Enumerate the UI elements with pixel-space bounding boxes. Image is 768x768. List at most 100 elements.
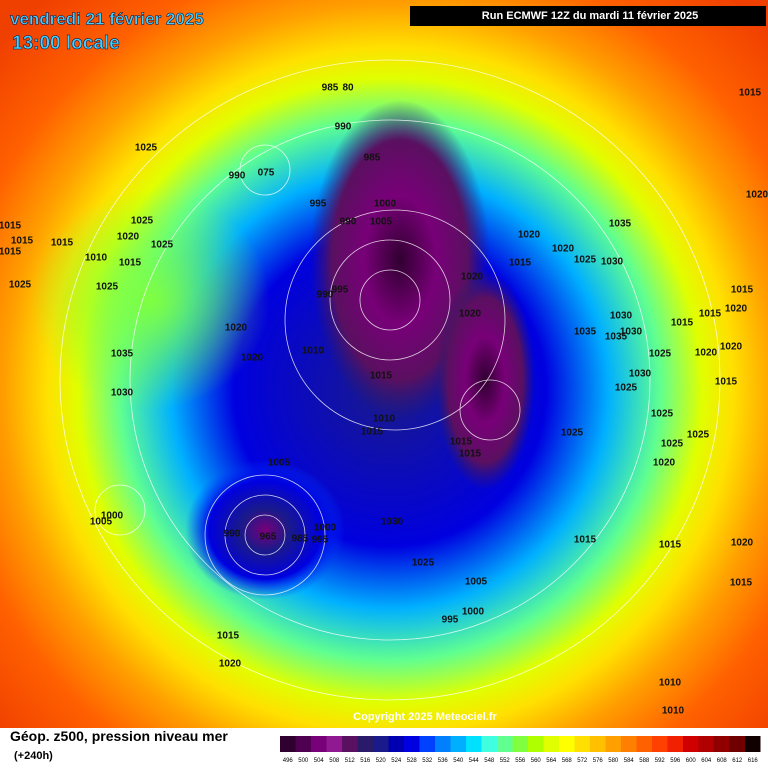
isobar-label: 1015 [459,449,482,460]
isobar-label: 1000 [462,607,485,618]
field [185,460,345,600]
isobar-label: 1015 [509,258,532,269]
isobar-label: 1025 [412,558,435,569]
isobar-label: 1015 [671,318,694,329]
isobar-label: 1020 [725,304,748,315]
legend-swatch [497,736,513,752]
legend-tick: 540 [453,758,464,764]
legend-tick: 596 [670,758,681,764]
legend-swatch [450,736,466,752]
isobar-label: 1015 [119,258,142,269]
legend-tick: 544 [469,758,480,764]
legend-tick: 588 [639,758,650,764]
isobar-label: 1005 [465,577,488,588]
isobar-label: 1015 [0,247,22,258]
isobar-label: 1035 [605,332,628,343]
isobar-label: 1020 [225,323,248,334]
legend-tick: 504 [314,758,325,764]
legend-swatch [590,736,606,752]
isobar-label: 1000 [314,523,337,534]
legend-tick: 580 [608,758,619,764]
isobar-label: 1010 [302,346,325,357]
isobar-label: 1035 [574,327,597,338]
legend-swatch [388,736,404,752]
isobar-label: 1000 [374,199,397,210]
isobar-label: 1025 [96,282,119,293]
isobar-label: 1015 [699,309,722,320]
isobar-label: 985 [322,83,339,94]
isobar-label: 1020 [459,309,482,320]
legend-tick: 500 [298,758,309,764]
isobar-label: 995 [310,199,327,210]
isobar-label: 1010 [662,706,685,717]
legend-swatch [729,736,745,752]
isobar-label: 1015 [659,540,682,551]
isobar-label: 990 [340,217,357,228]
legend-swatch [311,736,327,752]
subtitle: 13:00 locale [12,33,120,54]
isobar-label: 1030 [610,311,633,322]
legend-tick: 548 [484,758,495,764]
isobar-label: 1020 [746,190,768,201]
legend-swatch [636,736,652,752]
legend-tick: 528 [407,758,418,764]
isobar-label: 1000 [101,511,124,522]
legend-swatch [295,736,311,752]
isobar-label: 80 [342,83,354,94]
isobar-label: 1015 [730,578,753,589]
isobar-label: 990 [335,122,352,133]
legend-swatch [435,736,451,752]
legend-tick: 600 [686,758,697,764]
legend-swatch [543,736,559,752]
isobar-label: 985 [364,153,381,164]
isobar-label: 1030 [601,257,624,268]
isobar-label: 1015 [217,631,240,642]
isobar-label: 1025 [561,428,584,439]
isobar-label: 1025 [661,439,684,450]
legend-swatch [559,736,575,752]
legend-tick: 508 [329,758,340,764]
legend-tick: 560 [531,758,542,764]
isobar-label: 1020 [552,244,575,255]
isobar-label: 995 [442,615,459,626]
legend-tick: 584 [624,758,635,764]
isobar-label: 1020 [720,342,743,353]
isobar-label: 1025 [687,430,710,441]
isobar-label: 1030 [111,388,134,399]
isobar-label: 1005 [370,217,393,228]
isobar-label: 990 [224,529,241,540]
legend-tick: 520 [376,758,387,764]
isobar-label: 1030 [629,369,652,380]
legend-swatch [466,736,482,752]
isobar-label: 1025 [131,216,154,227]
isobar-label: 1005 [268,458,291,469]
isobar-label: 1015 [450,437,473,448]
isobar-label: 1020 [461,272,484,283]
isobar-label: 1020 [653,458,676,469]
isobar-label: 1015 [0,221,22,232]
isobar-label: 1025 [574,255,597,266]
isobar-label: 1030 [381,517,404,528]
isobar-label: 1035 [111,349,134,360]
legend-swatch [419,736,435,752]
field [435,270,535,490]
legend-tick: 616 [748,758,759,764]
isobar-label: 1015 [11,236,34,247]
isobar-label: 1005 [90,517,113,528]
legend-swatch [280,736,296,752]
isobar-label: 965 [260,532,277,543]
legend-tick: 536 [438,758,449,764]
isobar-label: 1015 [361,427,384,438]
isobar-label: 1020 [518,230,541,241]
isobar-label: 1025 [649,349,672,360]
legend-swatch [481,736,497,752]
legend-swatch [373,736,389,752]
legend-tick: 572 [577,758,588,764]
isobar-label: 1025 [651,409,674,420]
legend-swatch [667,736,683,752]
legend-tick: 592 [655,758,666,764]
isobar-label: 985 [292,534,309,545]
isobar-label: 995 [332,285,349,296]
